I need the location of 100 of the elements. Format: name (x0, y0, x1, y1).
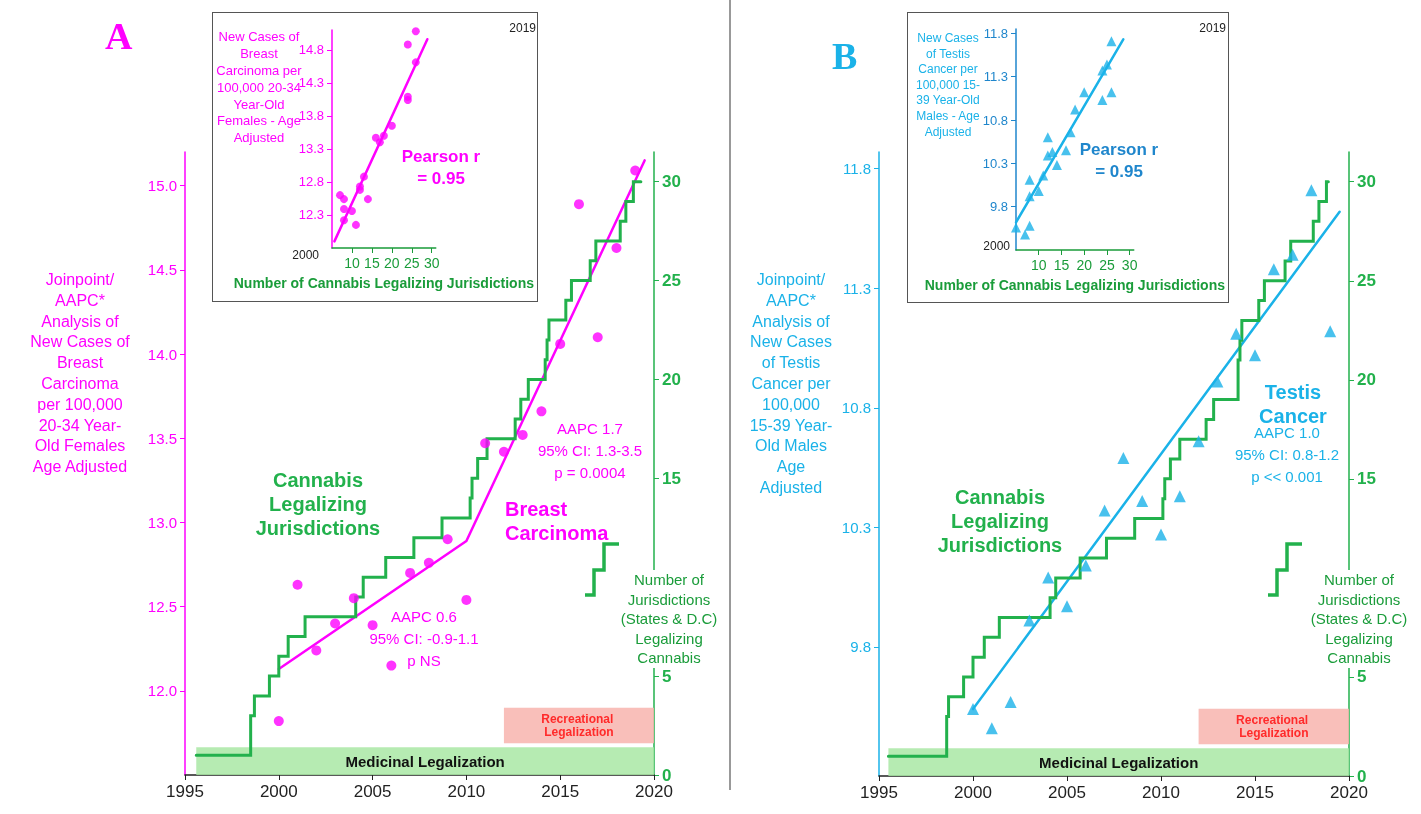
point (1079, 559, 1092, 572)
point (1038, 170, 1049, 181)
y-tick-label: 13.3 (298, 141, 324, 157)
y-tick-label: 12.5 (147, 598, 177, 616)
point (347, 207, 356, 215)
point (967, 703, 979, 716)
point (351, 220, 360, 229)
point (423, 557, 434, 568)
x-tick-label: 2010 (1142, 783, 1180, 802)
text: 2019 (508, 20, 536, 37)
y-tick-label: 10.3 (841, 518, 871, 536)
y2-tick-label: 30 (662, 172, 681, 192)
point (1155, 528, 1167, 541)
point (339, 205, 348, 214)
point (1033, 186, 1044, 197)
point (1024, 174, 1035, 185)
x-tick-label: 30 (423, 255, 440, 271)
point (442, 534, 453, 545)
x-tick-label: 2020 (1330, 783, 1368, 802)
point (375, 138, 384, 147)
x-axis-title: Number of Cannabis Legalizing Jurisdictions (924, 277, 1226, 293)
x-tick-label: 2005 (1048, 783, 1086, 802)
x-tick-label: 20 (384, 255, 400, 271)
x-tick-label: 25 (1099, 257, 1115, 273)
point (1192, 435, 1205, 448)
point (348, 593, 359, 604)
y-tick-label: 13.0 (147, 513, 177, 531)
point (985, 722, 998, 735)
point (1097, 65, 1108, 76)
y2-tick-label: 0 (662, 765, 672, 785)
y-tick-label: 15.0 (147, 177, 177, 195)
band-label: Medicinal Legalization (345, 752, 505, 770)
y2-tick-label: 25 (1357, 271, 1376, 291)
annotation: AAPC 0.6 95% CI: -0.9-1.1 p NS (368, 607, 480, 671)
x-tick-label: 2010 (447, 782, 486, 801)
point (1024, 220, 1035, 231)
x-tick-label: 2020 (635, 782, 673, 801)
point (555, 338, 566, 349)
y-tick-label: 9.8 (989, 199, 1008, 215)
point (1042, 571, 1055, 584)
point (379, 131, 388, 140)
y-tick-label: 12.8 (298, 174, 324, 190)
point (1061, 600, 1073, 613)
chart-title: B (832, 35, 858, 77)
point (536, 406, 547, 417)
y2-axis-title: Number of Jurisdictions (States & D.C) Legalizing Cannabis (1301, 570, 1417, 668)
point (630, 165, 641, 176)
y2-tick-label: 0 (1357, 766, 1367, 786)
point (1004, 695, 1017, 708)
y-tick-label: 12.0 (147, 682, 177, 700)
y2-tick-label: 5 (1357, 667, 1367, 687)
point (330, 618, 341, 629)
point (1042, 132, 1053, 143)
point (1098, 504, 1111, 517)
x-tick-label: 2015 (541, 782, 580, 801)
y2-tick-label: 20 (662, 369, 681, 389)
band-label: Recreational Legalization (541, 712, 617, 740)
point (611, 242, 622, 253)
point (1324, 325, 1337, 338)
point (1101, 59, 1112, 70)
y-tick-label: 11.8 (983, 25, 1008, 41)
x-tick-label: 10 (1030, 257, 1047, 273)
point (386, 660, 397, 671)
y-tick-label: 10.3 (982, 155, 1008, 171)
point (1173, 490, 1186, 503)
point (403, 40, 412, 49)
point (273, 716, 284, 727)
point (1117, 452, 1130, 465)
y-tick-label: 11.3 (842, 279, 871, 297)
point (1106, 87, 1117, 98)
point (411, 27, 420, 36)
y-tick-label: 13.5 (147, 429, 177, 447)
point (1136, 495, 1149, 508)
y2-tick-label: 15 (662, 468, 681, 488)
point (573, 199, 584, 210)
chart-title: A (105, 15, 133, 57)
point (1023, 614, 1036, 627)
point (292, 579, 303, 590)
point (1011, 222, 1021, 233)
y-tick-label: 9.8 (850, 638, 871, 656)
point (592, 332, 603, 343)
y-tick-label: 12.3 (298, 207, 324, 223)
band-label: Recreational Legalization (1236, 712, 1312, 740)
point (498, 446, 509, 457)
point (339, 195, 348, 204)
y2-tick-label: 20 (1357, 370, 1376, 390)
point (359, 172, 368, 181)
point (339, 216, 348, 225)
y-tick-label: 11.3 (983, 69, 1008, 85)
point (1079, 87, 1090, 98)
text: 2019 (1198, 20, 1226, 37)
point (1230, 327, 1243, 340)
x-tick-label: 30 (1121, 257, 1138, 273)
point (405, 567, 416, 578)
y-tick-label: 10.8 (841, 399, 871, 417)
x-tick-label: 2015 (1236, 783, 1274, 802)
x-tick-label: 1995 (860, 783, 898, 802)
y-axis-title: New Cases of Testis Cancer per 100,000 15-39 Year-Old Males - Age Adjusted (915, 31, 981, 139)
point (1211, 375, 1224, 388)
x-tick-label: 20 (1076, 257, 1093, 273)
